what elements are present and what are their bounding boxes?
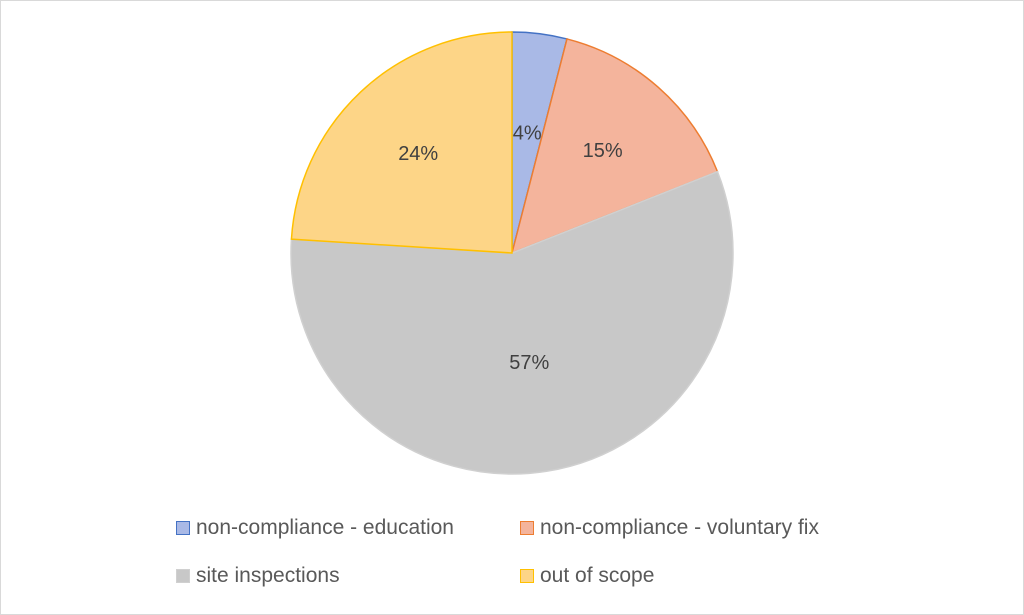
data-label-education: 4% — [513, 122, 542, 144]
data-label-out-of-scope: 24% — [398, 143, 438, 165]
pie-slice-voluntary-fix — [510, 38, 719, 255]
pie-slice-out-of-scope — [290, 31, 513, 254]
pie-slice-site-inspections — [290, 170, 734, 475]
data-label-voluntary-fix: 15% — [583, 140, 623, 162]
data-label-site-inspections: 57% — [509, 352, 549, 374]
